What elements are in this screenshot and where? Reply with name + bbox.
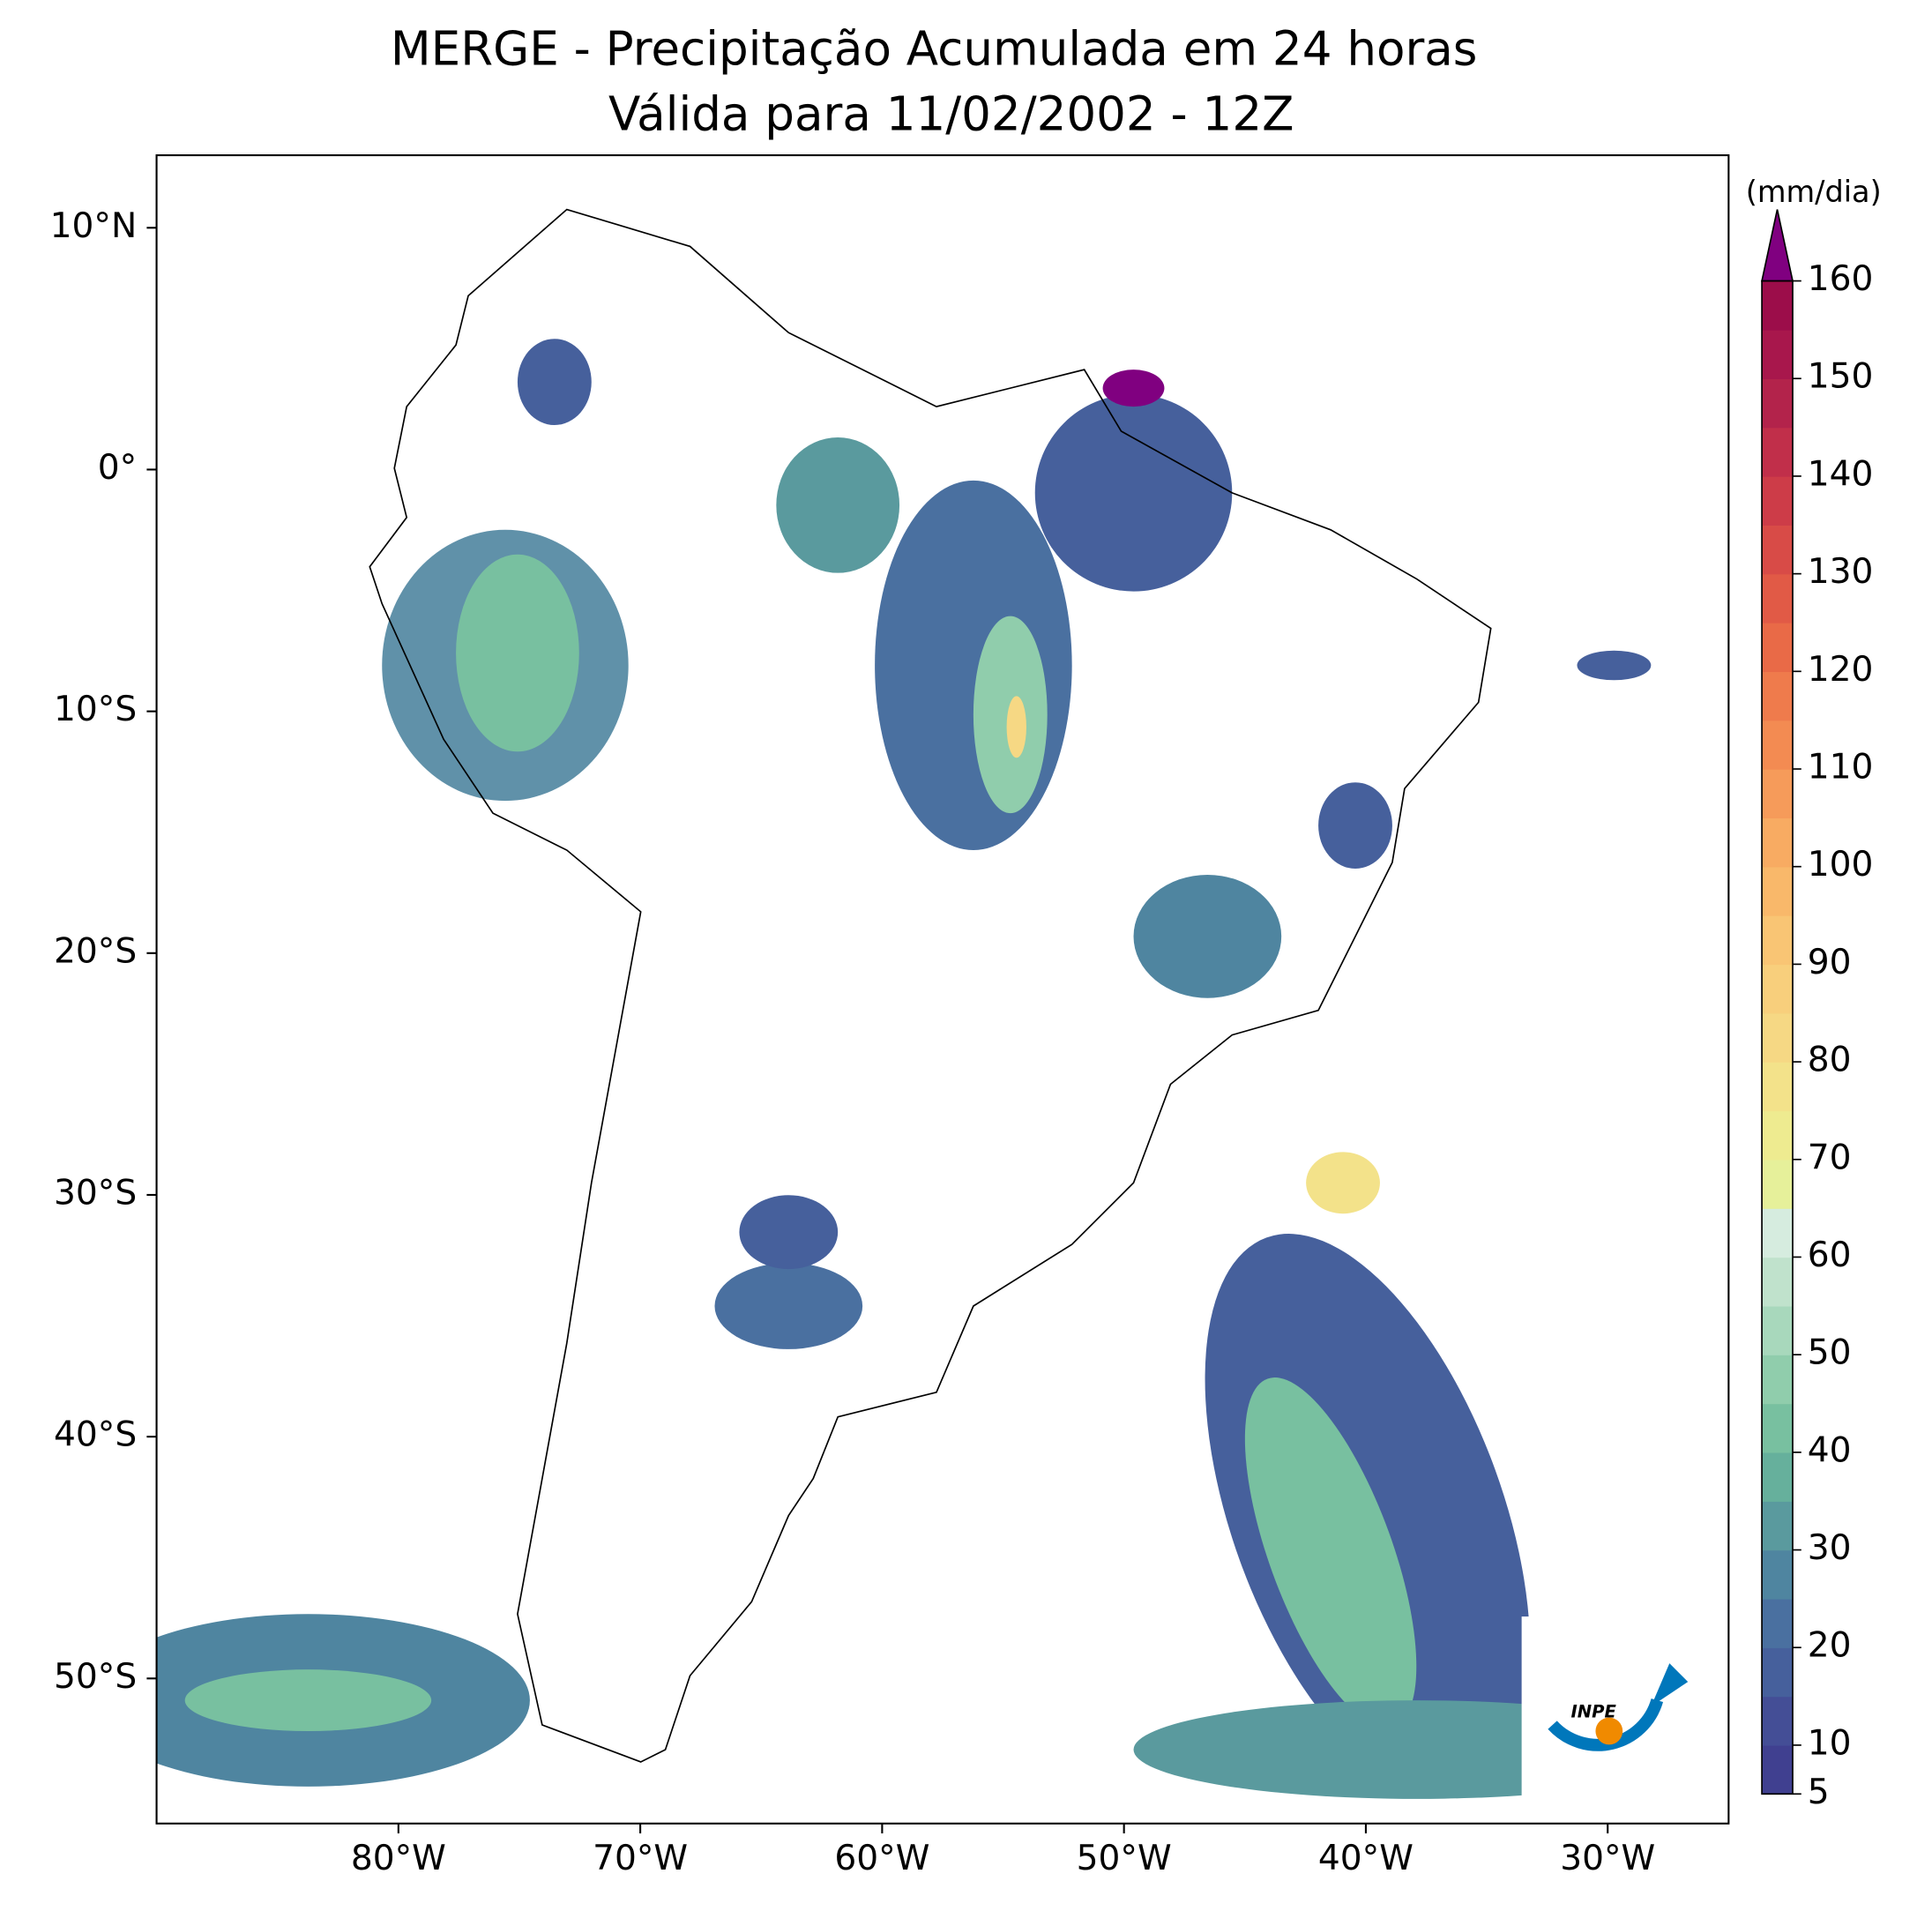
x-tick-label: 50°W bbox=[1077, 1839, 1172, 1878]
colorbar-extend bbox=[1761, 209, 1794, 282]
colorbar-tick-label: 80 bbox=[1808, 1041, 1852, 1080]
colorbar-tick-label: 60 bbox=[1808, 1235, 1852, 1275]
rain-area bbox=[1318, 782, 1392, 869]
colorbar-tick-label: 20 bbox=[1808, 1626, 1852, 1666]
colorbar-tick-label: 30 bbox=[1808, 1528, 1852, 1568]
colorbar-band bbox=[1762, 1549, 1793, 1600]
map-frame bbox=[155, 153, 1730, 1825]
colorbar-tick-label: 120 bbox=[1808, 650, 1874, 690]
colorbar-band bbox=[1762, 671, 1793, 721]
colorbar-band bbox=[1762, 525, 1793, 575]
colorbar-band bbox=[1762, 280, 1793, 331]
y-tick-label: 20°S bbox=[54, 931, 137, 971]
colorbar-band bbox=[1762, 866, 1793, 916]
colorbar-band bbox=[1762, 1696, 1793, 1746]
colorbar-band bbox=[1762, 1501, 1793, 1551]
colorbar-band bbox=[1762, 817, 1793, 868]
colorbar-band bbox=[1762, 1012, 1793, 1063]
colorbar-band bbox=[1762, 1403, 1793, 1453]
colorbar-tick-label: 90 bbox=[1808, 943, 1852, 982]
rain-area bbox=[1133, 874, 1282, 998]
colorbar-band bbox=[1762, 427, 1793, 477]
rain-area bbox=[1244, 1377, 1417, 1728]
x-tick-label: 70°W bbox=[593, 1839, 688, 1878]
colorbar-band bbox=[1762, 1159, 1793, 1209]
rain-area bbox=[714, 1263, 863, 1349]
logo-background bbox=[1521, 1616, 1709, 1801]
rain-area bbox=[875, 480, 1072, 851]
logo: INPE bbox=[1521, 1616, 1709, 1801]
rain-area bbox=[1034, 394, 1233, 592]
colorbar-tick-label: 110 bbox=[1808, 748, 1874, 788]
colorbar-band bbox=[1762, 1355, 1793, 1405]
rain-area bbox=[1577, 650, 1652, 681]
colorbar-band bbox=[1762, 1305, 1793, 1355]
rain-area bbox=[1006, 696, 1026, 758]
y-tick-label: 30°S bbox=[54, 1173, 137, 1213]
colorbar-tick-label: 40 bbox=[1808, 1430, 1852, 1470]
subtitle: Válida para 11/02/2002 - 12Z bbox=[608, 86, 1294, 141]
rain-area bbox=[456, 554, 579, 752]
y-tick-label: 50°S bbox=[54, 1657, 137, 1697]
colorbar-band bbox=[1762, 329, 1793, 379]
rain-area bbox=[184, 1669, 432, 1732]
colorbar-tick-label: 100 bbox=[1808, 845, 1874, 885]
coastline bbox=[369, 208, 1492, 1763]
x-tick-label: 80°W bbox=[351, 1839, 446, 1878]
x-tick-label: 30°W bbox=[1560, 1839, 1655, 1878]
rain-area bbox=[1306, 1152, 1380, 1214]
rain-area bbox=[517, 339, 592, 426]
rain-area bbox=[739, 1195, 839, 1270]
logo-sun bbox=[1595, 1717, 1623, 1745]
colorbar-band bbox=[1762, 475, 1793, 526]
colorbar-tick-label: 70 bbox=[1808, 1138, 1852, 1177]
colorbar-tick-label: 10 bbox=[1808, 1723, 1852, 1763]
y-tick-label: 10°S bbox=[54, 690, 137, 729]
y-tick-label: 10°N bbox=[50, 206, 138, 246]
colorbar-band bbox=[1762, 1452, 1793, 1502]
colorbar-tick-label: 130 bbox=[1808, 552, 1874, 592]
colorbar-band bbox=[1762, 964, 1793, 1014]
colorbar-band bbox=[1762, 1647, 1793, 1698]
colorbar-band bbox=[1762, 1598, 1793, 1648]
rain-area bbox=[776, 437, 900, 573]
colorbar-band bbox=[1762, 622, 1793, 673]
colorbar-band bbox=[1762, 1110, 1793, 1161]
colorbar-band bbox=[1762, 720, 1793, 770]
precipitation-field bbox=[156, 208, 1701, 1799]
logo-arrow bbox=[1651, 1663, 1689, 1707]
colorbar: 5 10 20 30 40 50 60 70 80 90 100 110 120 130 140 150 160 bbox=[1761, 209, 1874, 1812]
colorbar-label: (mm/dia) bbox=[1746, 175, 1882, 209]
logo-text: INPE bbox=[1571, 1702, 1617, 1722]
x-tick-label: 60°W bbox=[834, 1839, 929, 1878]
colorbar-band bbox=[1762, 769, 1793, 819]
colorbar-band bbox=[1762, 1062, 1793, 1112]
colorbar-tick-label: 5 bbox=[1808, 1773, 1830, 1812]
colorbar-tick-label: 50 bbox=[1808, 1333, 1852, 1373]
colorbar-tick-label: 160 bbox=[1808, 259, 1874, 299]
colorbar-band bbox=[1762, 1257, 1793, 1307]
colorbar-band bbox=[1762, 573, 1793, 623]
colorbar-band bbox=[1762, 378, 1793, 429]
y-tick-label: 0° bbox=[98, 448, 137, 488]
colorbar-frame bbox=[1761, 280, 1794, 1795]
colorbar-tick-label: 150 bbox=[1808, 357, 1874, 397]
rain-area bbox=[1102, 370, 1165, 407]
colorbar-band bbox=[1762, 915, 1793, 966]
colorbar-band bbox=[1762, 1744, 1793, 1795]
x-tick-label: 40°W bbox=[1318, 1839, 1414, 1878]
colorbar-tick-label: 140 bbox=[1808, 454, 1874, 494]
title: MERGE - Precipitação Acumulada em 24 hor… bbox=[391, 21, 1478, 76]
y-tick-label: 40°S bbox=[54, 1415, 137, 1455]
colorbar-band bbox=[1762, 1208, 1793, 1258]
